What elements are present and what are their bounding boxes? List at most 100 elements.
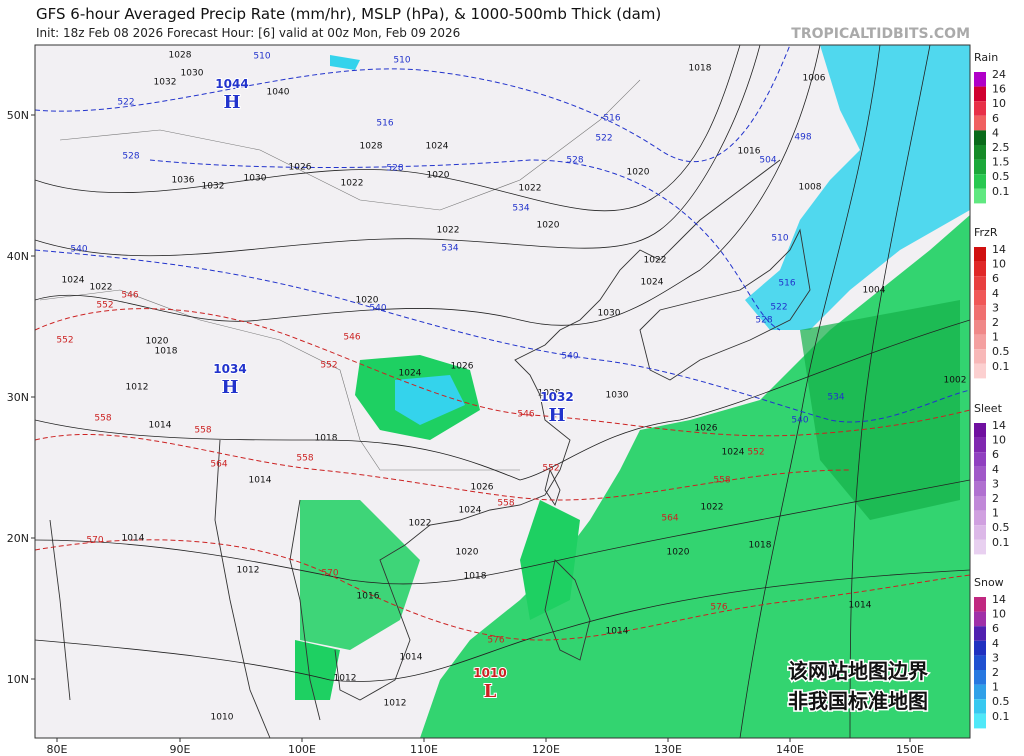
legend-swatch: [974, 247, 986, 262]
legend-level: 2.5: [992, 141, 1010, 154]
lon-label: 140E: [776, 743, 804, 756]
legend-swatch: [974, 539, 986, 555]
legend-swatch: [974, 320, 986, 335]
contour-label: 1036: [172, 176, 195, 186]
contour-label: 540: [791, 416, 808, 426]
contour-label: 522: [770, 303, 787, 313]
contour-label: 1032: [202, 182, 225, 192]
borders: [39, 79, 641, 471]
contour-label: 1002: [944, 376, 967, 386]
legend-level: 3: [992, 301, 999, 314]
contour-label: 1022: [519, 184, 542, 194]
contour-label: 1024: [426, 142, 449, 152]
legend-swatch: [974, 188, 986, 204]
lat-label: 20N: [7, 532, 29, 545]
lat-label: 10N: [7, 673, 29, 686]
legend-level: 14: [992, 593, 1006, 606]
contour-label: 528: [566, 156, 583, 166]
center-value: 1034: [213, 362, 246, 376]
contour-label: 1022: [409, 519, 432, 529]
contour-label: 1030: [244, 174, 267, 184]
legend-level: 24: [992, 68, 1006, 81]
contour-label: 1020: [537, 221, 560, 231]
lon-label: 120E: [532, 743, 560, 756]
contour-label: 1016: [357, 592, 380, 602]
legend-level: 2: [992, 666, 999, 679]
lat-label: 50N: [7, 109, 29, 122]
legend-level: 14: [992, 419, 1006, 432]
contour-label: 1030: [181, 69, 204, 79]
legend-swatch: [974, 626, 986, 641]
contour-label: 510: [393, 56, 410, 66]
subtitle: Init: 18z Feb 08 2026 Forecast Hour: [6]…: [36, 26, 460, 40]
center-symbol: H: [548, 405, 565, 426]
contour-label: 498: [794, 133, 811, 143]
contour-label: 552: [542, 464, 559, 474]
contour-label: 1040: [267, 88, 290, 98]
contour-label: 540: [561, 352, 578, 362]
legend-swatch: [974, 130, 986, 145]
notice-line: 该网站地图边界: [788, 659, 928, 683]
legend-level: 1: [992, 507, 999, 520]
contour-label: 1024: [399, 369, 422, 379]
legend-swatch: [974, 115, 986, 131]
legend-swatch: [974, 261, 986, 277]
legend-level: 10: [992, 608, 1006, 621]
contour-label: 1012: [384, 699, 407, 709]
legend-level: 6: [992, 622, 999, 635]
contour-label: 504: [759, 156, 776, 166]
legend-level: 10: [992, 434, 1006, 447]
contour-label: 1018: [315, 434, 338, 444]
rain-area: [520, 500, 580, 620]
legend-level: 2: [992, 492, 999, 505]
contour-label: 1014: [400, 653, 423, 663]
legend-level: 4: [992, 287, 999, 300]
contour-label: 1020: [146, 337, 169, 347]
legend-swatch: [974, 437, 986, 453]
contour-label: 558: [296, 454, 313, 464]
legend-level: 0.1: [992, 185, 1010, 198]
map: 1032 1030 1028 1040 1036 1032 1030 1026 1022 1020…: [35, 45, 970, 738]
contour-label: 1024: [722, 448, 745, 458]
lon-label: 100E: [288, 743, 316, 756]
legend-swatch: [974, 101, 986, 116]
legend-title: Sleet: [974, 402, 1003, 415]
thickness-red: [35, 308, 970, 641]
contour-label: 552: [96, 301, 113, 311]
legend-swatch: [974, 423, 986, 438]
rain-area: [295, 640, 340, 700]
contour-label: 570: [86, 536, 103, 546]
legend-swatch: [974, 72, 986, 87]
legend-level: 0.5: [992, 695, 1010, 708]
legend-level: 0.5: [992, 521, 1010, 534]
legend-swatch: [974, 655, 986, 670]
contour-label: 516: [603, 114, 620, 124]
contour-label: 540: [369, 304, 386, 314]
legend-level: 1: [992, 681, 999, 694]
contour-label: 558: [94, 414, 111, 424]
lon-label: 90E: [170, 743, 191, 756]
legend-swatch: [974, 86, 986, 102]
contour-label: 1026: [289, 163, 312, 173]
legend-swatch: [974, 276, 986, 291]
center-symbol: L: [484, 681, 497, 702]
legend-title: Rain: [974, 51, 998, 64]
legend-level: 0.5: [992, 170, 1010, 183]
contour-label: 1030: [606, 391, 629, 401]
contour-labels: 1032 1030 1028 1040 1036 1032 1030 1026 1022 1020…: [56, 51, 966, 723]
contour-label: 528: [755, 316, 772, 326]
snow-area: [745, 45, 970, 330]
contour-label: 1024: [641, 278, 664, 288]
contour-label: 546: [121, 291, 138, 301]
contour-label: 1022: [341, 179, 364, 189]
snow-area: [395, 375, 465, 425]
rain-area: [300, 500, 420, 650]
legend-swatch: [974, 713, 986, 729]
contour-label: 1010: [211, 713, 234, 723]
contour-label: 1022: [90, 283, 113, 293]
axes: 80E 90E 100E 110E 120E 130E 140E 150E 50N 40N 30N 2…: [7, 109, 924, 756]
legend-swatch: [974, 349, 986, 364]
contour-label: 516: [376, 119, 393, 129]
